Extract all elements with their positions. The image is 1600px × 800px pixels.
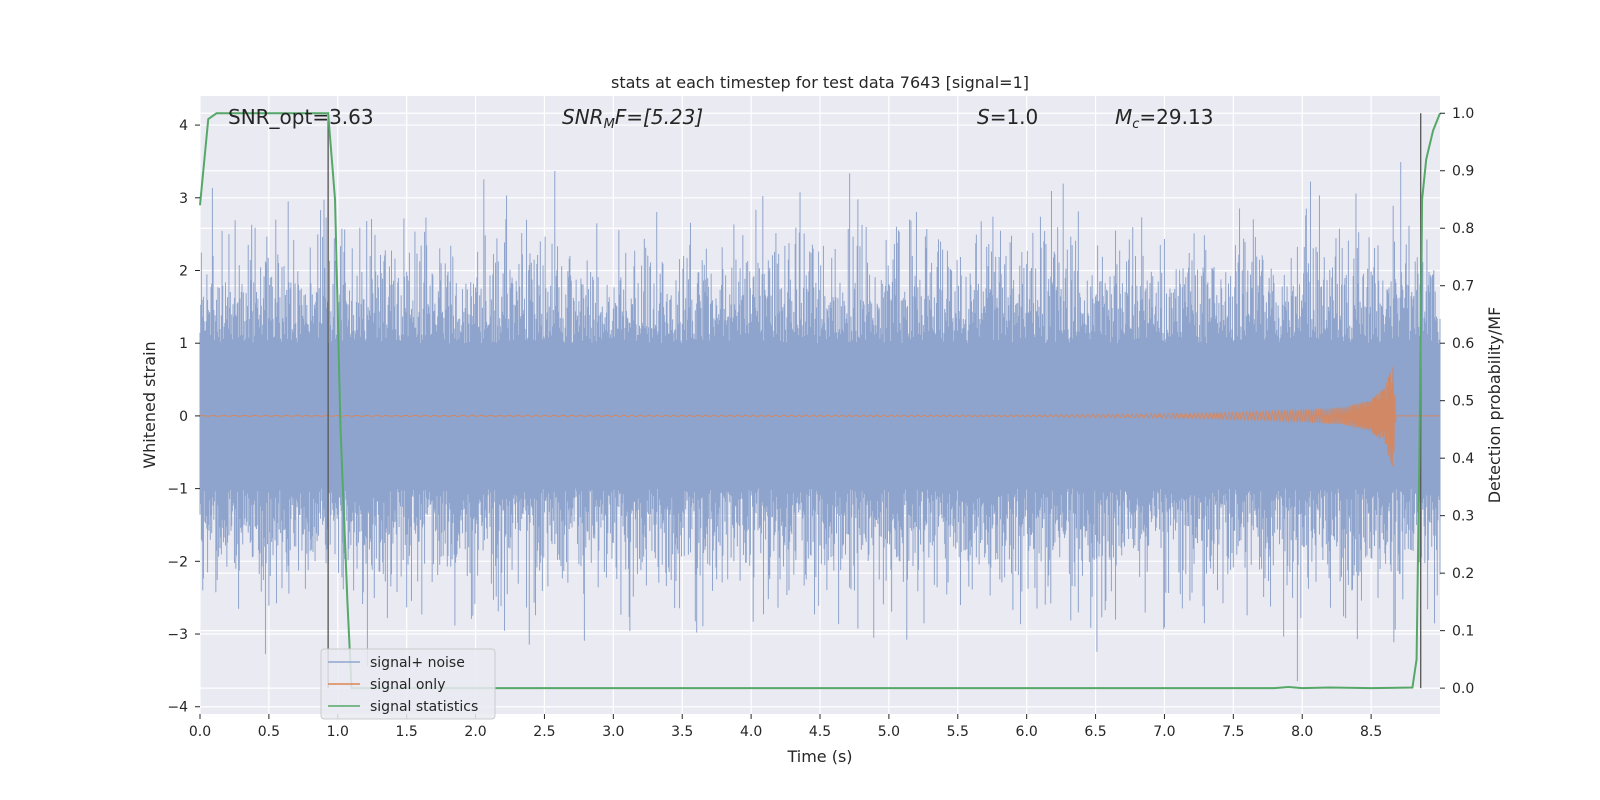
x-tick-label-9: 4.5 [809, 724, 831, 740]
y2-tick-label-10: 0.0 [1452, 681, 1474, 697]
y-tick-label-2: 2 [179, 263, 188, 279]
y2-tick-label-3: 0.7 [1452, 279, 1474, 295]
x-tick-label-7: 3.5 [671, 724, 693, 740]
legend-box [320, 648, 496, 720]
y-tick-label-6: −2 [167, 554, 188, 570]
x-tick-label-6: 3.0 [602, 724, 624, 740]
x-tick-label-0: 0.0 [189, 724, 211, 740]
legend-label-noise: signal+ noise [370, 655, 465, 671]
y2-tick-label-5: 0.5 [1452, 394, 1474, 410]
noise-trace [199, 162, 1441, 682]
y-axis-label: Whitened strain [140, 341, 159, 468]
x-tick-label-15: 7.5 [1222, 724, 1244, 740]
snr-mf-main: SNR [562, 105, 604, 129]
snr-mf-sub: M [604, 117, 615, 132]
mc-annotation: Mc=29.13 [1115, 105, 1213, 132]
signal-only-series [199, 366, 1440, 467]
legend-label-signal: signal only [370, 677, 445, 693]
s-annotation: S=1.0 [977, 105, 1038, 129]
y-tick-label-0: 4 [179, 118, 188, 134]
y2-tick-label-9: 0.1 [1452, 624, 1474, 640]
y-tick-label-5: −1 [167, 482, 188, 498]
signal-statistics-series [199, 112, 1441, 690]
x-tick-label-4: 2.0 [464, 724, 486, 740]
y2-axis-label: Detection probability/MF [1485, 307, 1504, 504]
y2-tick-label-8: 0.2 [1452, 566, 1474, 582]
y2-tick-label-2: 0.8 [1452, 221, 1474, 237]
y-tick-label-7: −3 [167, 627, 188, 643]
x-tick-label-1: 0.5 [258, 724, 280, 740]
y2-axis-ticks: 1.0 0.9 0.8 0.7 0.6 0.5 0.4 0.3 0.2 0.1 0.0 [1440, 106, 1474, 697]
x-tick-label-16: 8.0 [1291, 724, 1313, 740]
y-tick-label-1: 3 [179, 191, 188, 207]
x-tick-label-17: 8.5 [1360, 724, 1382, 740]
snr-opt-annotation: SNR_opt=3.63 [228, 105, 374, 129]
x-tick-label-3: 1.5 [396, 724, 418, 740]
s-main: S [977, 105, 990, 129]
y2-tick-label-6: 0.4 [1452, 451, 1474, 467]
legend-label-stats: signal statistics [370, 699, 478, 715]
y2-tick-label-4: 0.6 [1452, 336, 1474, 352]
y-tick-label-8: −4 [167, 700, 188, 716]
y2-tick-label-1: 0.9 [1452, 164, 1474, 180]
x-tick-label-14: 7.0 [1153, 724, 1175, 740]
y-tick-label-4: 0 [179, 409, 188, 425]
mc-sub: c [1132, 117, 1139, 132]
chart-title: stats at each timestep for test data 764… [611, 73, 1029, 92]
x-tick-label-5: 2.5 [533, 724, 555, 740]
y-tick-label-3: 1 [179, 336, 188, 352]
mc-rest: =29.13 [1139, 105, 1213, 129]
s-rest: =1.0 [990, 105, 1039, 129]
y-axis-ticks: 4 3 2 1 0 −1 −2 −3 −4 [167, 118, 200, 716]
signal-statistics-line [199, 112, 1441, 690]
signal-only-line [199, 366, 1440, 467]
legend: signal+ noise signal only signal statist… [320, 648, 496, 720]
snr-mf-annotation: SNRMF=[5.23] [562, 105, 703, 132]
y2-tick-label-0: 1.0 [1452, 106, 1474, 122]
x-axis-label: Time (s) [786, 747, 852, 766]
x-tick-label-12: 6.0 [1016, 724, 1038, 740]
x-tick-label-8: 4.0 [740, 724, 762, 740]
x-axis-ticks: 0.0 0.5 1.0 1.5 2.0 2.5 3.0 3.5 4.0 4.5 5.0 5.5 6.0 6… [189, 714, 1382, 740]
mc-main: M [1115, 105, 1132, 129]
x-tick-label-2: 1.0 [327, 724, 349, 740]
x-tick-label-13: 6.5 [1084, 724, 1106, 740]
x-tick-label-11: 5.5 [947, 724, 969, 740]
snr-mf-rest: F=[5.23] [615, 105, 703, 129]
y2-tick-label-7: 0.3 [1452, 509, 1474, 525]
x-tick-label-10: 5.0 [878, 724, 900, 740]
